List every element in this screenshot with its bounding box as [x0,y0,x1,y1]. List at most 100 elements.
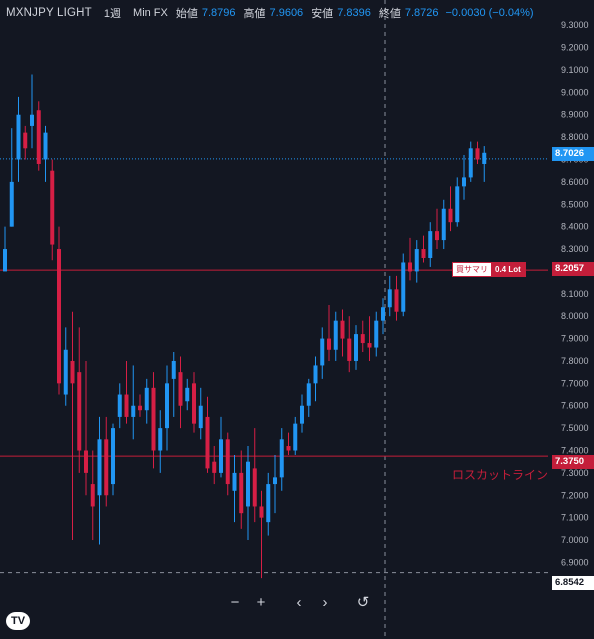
price-axis-tick: 9.2000 [561,43,589,53]
price-axis-tick: 7.8000 [561,356,589,366]
candle-body [468,148,473,178]
symbol-name[interactable]: MXNJPY LIGHT [6,7,92,19]
close-value: 7.8726 [404,7,439,19]
price-axis-tick: 7.4000 [561,446,589,456]
candle-body [394,289,399,312]
zoom-in-button[interactable]: + [256,594,266,611]
candle-body [9,181,14,227]
candle-body [151,387,156,451]
timeframe[interactable]: 1週 [103,8,122,20]
candle-body [347,338,352,361]
position-price-tag: 8.2057 [552,262,594,276]
scroll-left-button[interactable]: ‹ [296,594,302,611]
price-axis-tick: 7.7000 [561,378,589,388]
candle-body [448,208,453,223]
close-label: 終値 [378,8,401,20]
last-price-tag: 8.7026 [552,147,594,161]
candle-body [36,110,41,164]
candle-body [171,360,176,379]
candle-body [70,360,75,384]
chart-toolbar: − + ‹ › ↺ [224,592,374,614]
price-axis-tick: 7.6000 [561,401,589,411]
position-size-label[interactable]: 0.4 Lot [491,263,525,276]
candle-body [259,506,264,518]
candle-body [408,262,412,272]
stop-price-tag: 7.3750 [552,455,594,469]
price-axis-tick: 8.5000 [561,199,589,209]
candle-body [50,170,55,245]
candle-body [286,446,291,451]
candle-body [462,177,466,187]
price-axis-tick: 8.6000 [561,177,589,187]
candle-body [475,148,480,160]
price-axis-tick: 8.9000 [561,110,589,120]
candle-body [111,428,115,485]
candle-body [232,472,237,491]
data-source: Min FX [133,7,168,19]
candle-body [131,405,136,417]
candle-body [360,334,365,344]
candle-body [367,343,372,348]
candle-body [327,338,331,350]
candle-body [455,186,460,223]
crosshair-price-tag: 6.8542 [552,576,594,590]
candle-body [57,249,61,384]
tradingview-logo[interactable]: TV [6,612,30,630]
candle-body [333,320,338,350]
reset-chart-button[interactable]: ↺ [356,594,370,611]
candle-body [313,365,318,384]
price-axis-tick: 8.4000 [561,222,589,232]
candle-body [104,439,109,496]
price-axis-tick: 7.3000 [561,468,589,478]
candle-body [340,320,345,339]
candle-body [306,383,311,406]
candle-body [435,231,439,241]
high-value: 7.9606 [269,7,304,19]
candle-body [16,114,21,160]
candle-body [293,423,298,451]
candle-body [401,262,406,312]
symbol-header: MXNJPY LIGHT 1週 Min FX 始値 7.8796 高値 7.9606… [6,6,534,20]
price-axis-tick: 8.1000 [561,289,589,299]
scroll-right-button[interactable]: › [322,594,328,611]
candle-body [225,439,230,485]
candle-body [482,152,487,164]
low-label: 安値 [311,8,334,20]
price-axis-tick: 8.3000 [561,244,589,254]
candle-body [23,132,28,149]
candle-body [144,387,149,411]
candle-body [198,405,203,429]
price-axis-tick: 8.0000 [561,311,589,321]
price-axis-tick: 7.0000 [561,535,589,545]
candle-body [84,450,88,473]
candle-body [219,439,223,473]
candle-body [273,477,277,485]
candle-body [3,249,7,272]
position-order-box[interactable]: 買サマリ 0.4 Lot [452,262,526,277]
candle-body [441,208,446,241]
candle-body [300,405,304,424]
price-axis-tick: 7.2000 [561,490,589,500]
candle-body [421,249,426,258]
candle-body [138,405,142,411]
price-axis-tick: 8.8000 [561,132,589,142]
open-value: 7.8796 [201,7,236,19]
price-axis-tick: 9.1000 [561,65,589,75]
open-label: 始値 [175,8,198,20]
candle-body [158,428,163,451]
candle-body [320,338,325,366]
zoom-out-button[interactable]: − [230,594,240,611]
candle-body [185,387,190,402]
stop-line-label: ロスカットライン [452,468,549,482]
high-label: 高値 [243,8,266,20]
position-side-label[interactable]: 買サマリ [453,263,491,276]
candle-body [90,484,95,507]
candle-body [266,484,271,523]
change-value: −0.0030 (−0.04%) [445,7,534,19]
price-axis-tick: 7.1000 [561,513,589,523]
price-axis-tick: 9.3000 [561,20,589,30]
price-axis-tick: 7.9000 [561,334,589,344]
candle-body [63,349,68,395]
